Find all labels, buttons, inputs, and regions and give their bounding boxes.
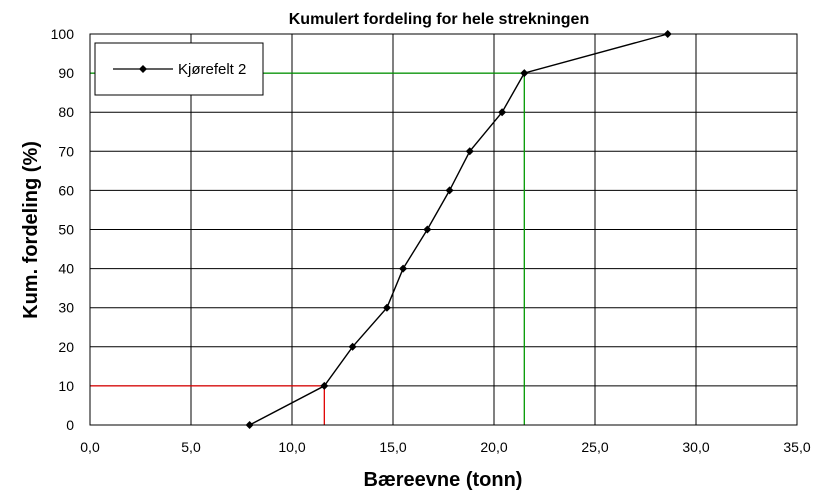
y-axis-title: Kum. fordeling (%) <box>20 141 42 319</box>
legend: Kjørefelt 2 <box>94 42 264 96</box>
y-tick-label: 80 <box>58 104 74 120</box>
legend-label: Kjørefelt 2 <box>178 61 246 78</box>
series-layer <box>245 30 672 429</box>
data-point <box>382 303 391 312</box>
y-tick-label: 40 <box>58 261 74 277</box>
reference-lines <box>90 72 525 425</box>
data-point <box>348 342 357 351</box>
chart-title: Kumulert fordeling for hele strekningen <box>289 11 589 28</box>
data-point <box>498 108 507 117</box>
y-tick-label: 30 <box>58 300 74 316</box>
y-tick-label: 100 <box>51 26 75 42</box>
x-tick-label: 5,0 <box>181 439 201 455</box>
y-tick-label: 90 <box>58 65 74 81</box>
x-tick-label: 10,0 <box>278 439 305 455</box>
x-axis-title: Bæreevne (tonn) <box>364 469 523 491</box>
data-point <box>399 264 408 273</box>
plot-area <box>89 33 798 426</box>
x-tick-label: 35,0 <box>783 439 810 455</box>
y-tick-label: 0 <box>66 417 74 433</box>
y-tick-label: 60 <box>58 182 74 198</box>
x-tick-label: 20,0 <box>480 439 507 455</box>
y-tick-label: 20 <box>58 339 74 355</box>
y-tick-label: 10 <box>58 378 74 394</box>
legend-marker <box>139 65 147 73</box>
x-tick-label: 0,0 <box>80 439 100 455</box>
y-tick-label: 50 <box>58 222 74 238</box>
x-tick-label: 25,0 <box>581 439 608 455</box>
data-point <box>423 225 432 234</box>
data-point <box>465 147 474 156</box>
data-point <box>445 186 454 195</box>
x-tick-label: 15,0 <box>379 439 406 455</box>
data-point <box>663 30 672 38</box>
x-tick-label: 30,0 <box>682 439 709 455</box>
data-point <box>320 381 329 390</box>
y-axis-ticks: 0 10 20 30 40 50 60 70 80 90 100 <box>51 26 75 433</box>
data-point <box>245 421 254 429</box>
legend-box <box>94 42 264 96</box>
data-point <box>520 69 529 78</box>
y-tick-label: 70 <box>58 143 74 159</box>
x-axis-ticks: 0,0 5,0 10,0 15,0 20,0 25,0 30,0 35,0 <box>80 439 811 455</box>
